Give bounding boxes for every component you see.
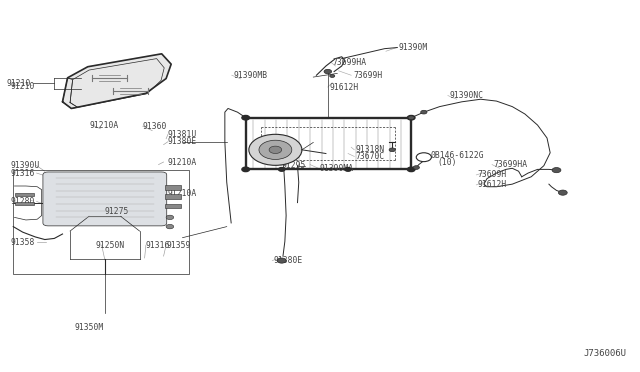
Circle shape	[408, 116, 414, 119]
Text: 73699HA: 73699HA	[493, 160, 527, 169]
Text: R: R	[422, 155, 426, 160]
Circle shape	[416, 153, 431, 161]
Text: 91295: 91295	[282, 161, 306, 170]
Bar	[15, 193, 34, 196]
Text: 91612H: 91612H	[329, 83, 358, 92]
Text: 91250N: 91250N	[95, 241, 125, 250]
Text: 73699H: 73699H	[353, 71, 382, 80]
Text: 91381U: 91381U	[168, 130, 197, 139]
Text: J736006U: J736006U	[583, 349, 626, 358]
Text: 73699HA: 73699HA	[332, 58, 366, 67]
Text: 91612H: 91612H	[477, 180, 507, 189]
Circle shape	[259, 140, 292, 160]
Text: 0B146-6122G: 0B146-6122G	[430, 151, 484, 160]
Text: 73699H: 73699H	[477, 170, 507, 179]
Circle shape	[249, 134, 302, 165]
Text: 91275: 91275	[105, 206, 129, 216]
Circle shape	[166, 215, 173, 219]
Circle shape	[324, 69, 332, 74]
Circle shape	[242, 115, 250, 120]
Bar	[13, 170, 189, 273]
Text: 91390MB: 91390MB	[233, 71, 267, 80]
Circle shape	[278, 167, 285, 171]
Circle shape	[420, 110, 427, 114]
Circle shape	[558, 190, 567, 195]
Text: 73670C: 73670C	[356, 152, 385, 161]
Circle shape	[269, 146, 282, 154]
Circle shape	[408, 167, 415, 171]
Circle shape	[413, 166, 419, 169]
Circle shape	[166, 224, 173, 229]
Circle shape	[552, 167, 561, 173]
Text: 91318N: 91318N	[356, 145, 385, 154]
Bar	[165, 195, 180, 199]
FancyBboxPatch shape	[43, 172, 167, 226]
Bar	[15, 202, 34, 205]
Text: 91316: 91316	[10, 169, 35, 177]
Bar	[165, 185, 180, 190]
Text: 91210: 91210	[10, 82, 35, 91]
Text: 91390NC: 91390NC	[449, 91, 483, 100]
Circle shape	[389, 148, 396, 152]
Text: 91210A: 91210A	[89, 121, 118, 129]
Text: 91390U: 91390U	[10, 161, 39, 170]
Text: 91210A: 91210A	[168, 157, 197, 167]
Circle shape	[408, 115, 415, 120]
Text: 91390M: 91390M	[399, 43, 428, 52]
Text: 91380E: 91380E	[168, 137, 197, 146]
Circle shape	[242, 167, 250, 171]
Text: 91358: 91358	[10, 238, 35, 247]
Text: 91350M: 91350M	[74, 323, 104, 331]
Text: 91280: 91280	[10, 197, 35, 206]
Text: 91360: 91360	[143, 122, 167, 131]
Text: 91390MA: 91390MA	[319, 164, 354, 173]
Text: 91316: 91316	[146, 241, 170, 250]
Text: 73670C: 73670C	[255, 142, 284, 151]
Circle shape	[345, 167, 351, 171]
Text: 91359: 91359	[166, 241, 191, 250]
Circle shape	[277, 258, 286, 263]
Text: 91210A: 91210A	[168, 189, 197, 198]
Polygon shape	[63, 54, 171, 109]
Text: 91380E: 91380E	[273, 256, 303, 265]
Circle shape	[330, 74, 335, 77]
Text: (10): (10)	[438, 158, 457, 167]
Bar	[165, 204, 180, 208]
Text: 91210: 91210	[6, 79, 31, 88]
